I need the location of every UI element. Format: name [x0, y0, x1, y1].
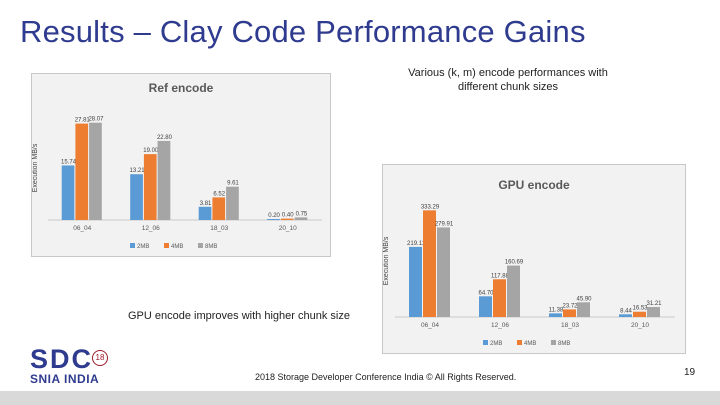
slide-subtitle: Various (k, m) encode performances with … — [408, 67, 608, 93]
data-label-8mb-20_10: 31.21 — [646, 301, 662, 307]
legend-label-8mb: 8MB — [558, 341, 570, 347]
data-label-8mb-12_06: 160.69 — [505, 260, 524, 266]
x-tick-label-12_06: 12_06 — [142, 225, 160, 232]
bar-4mb-12_06 — [493, 279, 506, 317]
bar-4mb-18_03 — [212, 197, 226, 220]
legend-swatch-2mb — [483, 340, 488, 345]
page-number: 19 — [684, 367, 696, 378]
data-label-4mb-06_04: 333.29 — [421, 204, 440, 210]
sdc-logo: SDC SNIA INDIA 18 — [30, 344, 108, 386]
data-label-4mb-18_03: 23.72 — [562, 303, 578, 309]
data-label-2mb-18_03: 3.81 — [200, 201, 212, 207]
legend-label-8mb: 8MB — [205, 244, 217, 250]
bar-8mb-06_04 — [89, 122, 102, 220]
bar-4mb-12_06 — [143, 154, 157, 220]
bar-8mb-20_10 — [647, 307, 660, 317]
data-label-4mb-20_10: 0.40 — [282, 213, 294, 219]
legend-label-4mb: 4MB — [171, 244, 183, 250]
legend-swatch-4mb — [517, 340, 522, 345]
chart-0-ylabel: Execution MB/s — [32, 143, 39, 192]
bar-8mb-12_06 — [157, 140, 171, 220]
data-label-2mb-12_06: 13.21 — [130, 168, 146, 174]
logo-year-badge: 18 — [92, 350, 108, 366]
x-tick-label-12_06: 12_06 — [491, 322, 509, 329]
bar-4mb-20_10 — [280, 218, 294, 220]
gpu-encode-chart: GPU encode Execution MB/s 219.11 333.29 279.… — [382, 164, 686, 354]
logo-snia-india-text: SNIA INDIA — [30, 372, 100, 386]
bottom-decor-strip — [0, 391, 720, 405]
bar-4mb-06_04 — [75, 123, 89, 220]
data-label-4mb-06_04: 27.81 — [75, 118, 91, 124]
bar-2mb-18_03 — [198, 206, 212, 220]
chunk-size-note: GPU encode improves with higher chunk si… — [128, 310, 350, 322]
x-tick-label-20_10: 20_10 — [279, 225, 297, 232]
legend-swatch-4mb — [164, 243, 169, 248]
data-label-8mb-18_03: 45.90 — [576, 296, 592, 302]
data-label-4mb-12_06: 19.00 — [143, 148, 159, 154]
data-label-8mb-12_06: 22.80 — [157, 135, 173, 141]
data-label-8mb-06_04: 28.07 — [88, 117, 104, 123]
bar-2mb-20_10 — [267, 219, 280, 220]
data-label-2mb-20_10: 0.20 — [268, 213, 280, 219]
data-label-2mb-06_04: 219.11 — [407, 241, 426, 247]
chart-1-ylabel: Execution MB/s — [383, 236, 390, 285]
data-label-4mb-12_06: 117.88 — [491, 273, 510, 279]
copyright-footer: 2018 Storage Developer Conference India … — [255, 372, 517, 382]
bar-2mb-20_10 — [619, 314, 632, 317]
logo-sdc-text: SDC — [30, 344, 94, 374]
bar-2mb-06_04 — [61, 165, 75, 220]
bar-2mb-18_03 — [549, 313, 562, 317]
x-tick-label-20_10: 20_10 — [631, 322, 649, 329]
data-label-2mb-06_04: 15.74 — [61, 159, 77, 165]
bar-8mb-18_03 — [577, 302, 590, 317]
data-label-8mb-18_03: 9.61 — [227, 181, 239, 187]
ref-encode-chart: Ref encode Execution MB/s 15.74 27.81 28.07 0… — [31, 73, 331, 257]
bar-8mb-06_04 — [437, 227, 450, 317]
chart-0-title: Ref encode — [149, 81, 214, 95]
chart-1-title: GPU encode — [498, 178, 570, 192]
x-tick-label-06_04: 06_04 — [421, 322, 439, 329]
data-label-2mb-18_03: 11.38 — [549, 307, 564, 313]
data-label-8mb-20_10: 0.75 — [296, 211, 308, 217]
legend-label-4mb: 4MB — [524, 341, 536, 347]
x-tick-label-18_03: 18_03 — [210, 225, 228, 232]
bar-8mb-20_10 — [294, 217, 308, 220]
x-tick-label-18_03: 18_03 — [561, 322, 579, 329]
slide-title: Results – Clay Code Performance Gains — [20, 14, 586, 49]
x-tick-label-06_04: 06_04 — [73, 225, 91, 232]
data-label-8mb-06_04: 279.91 — [435, 221, 454, 227]
bar-2mb-06_04 — [409, 246, 422, 317]
legend-swatch-2mb — [130, 243, 135, 248]
data-label-4mb-20_10: 16.53 — [632, 306, 648, 312]
data-label-2mb-20_10: 8.44 — [620, 308, 632, 314]
gpu-encode-svg: GPU encode Execution MB/s 219.11 333.29 279.… — [383, 178, 675, 347]
legend-swatch-8mb — [198, 243, 203, 248]
bar-8mb-18_03 — [226, 186, 239, 220]
legend-label-2mb: 2MB — [137, 244, 149, 250]
data-label-2mb-12_06: 64.70 — [478, 290, 494, 296]
bar-2mb-12_06 — [130, 174, 143, 220]
bar-4mb-20_10 — [633, 311, 646, 317]
bar-2mb-12_06 — [479, 296, 492, 317]
legend-swatch-8mb — [551, 340, 556, 345]
bar-8mb-12_06 — [507, 265, 520, 317]
bar-4mb-06_04 — [423, 210, 436, 317]
bar-4mb-18_03 — [563, 309, 576, 317]
legend-label-2mb: 2MB — [490, 341, 502, 347]
data-label-4mb-18_03: 6.52 — [213, 191, 225, 197]
